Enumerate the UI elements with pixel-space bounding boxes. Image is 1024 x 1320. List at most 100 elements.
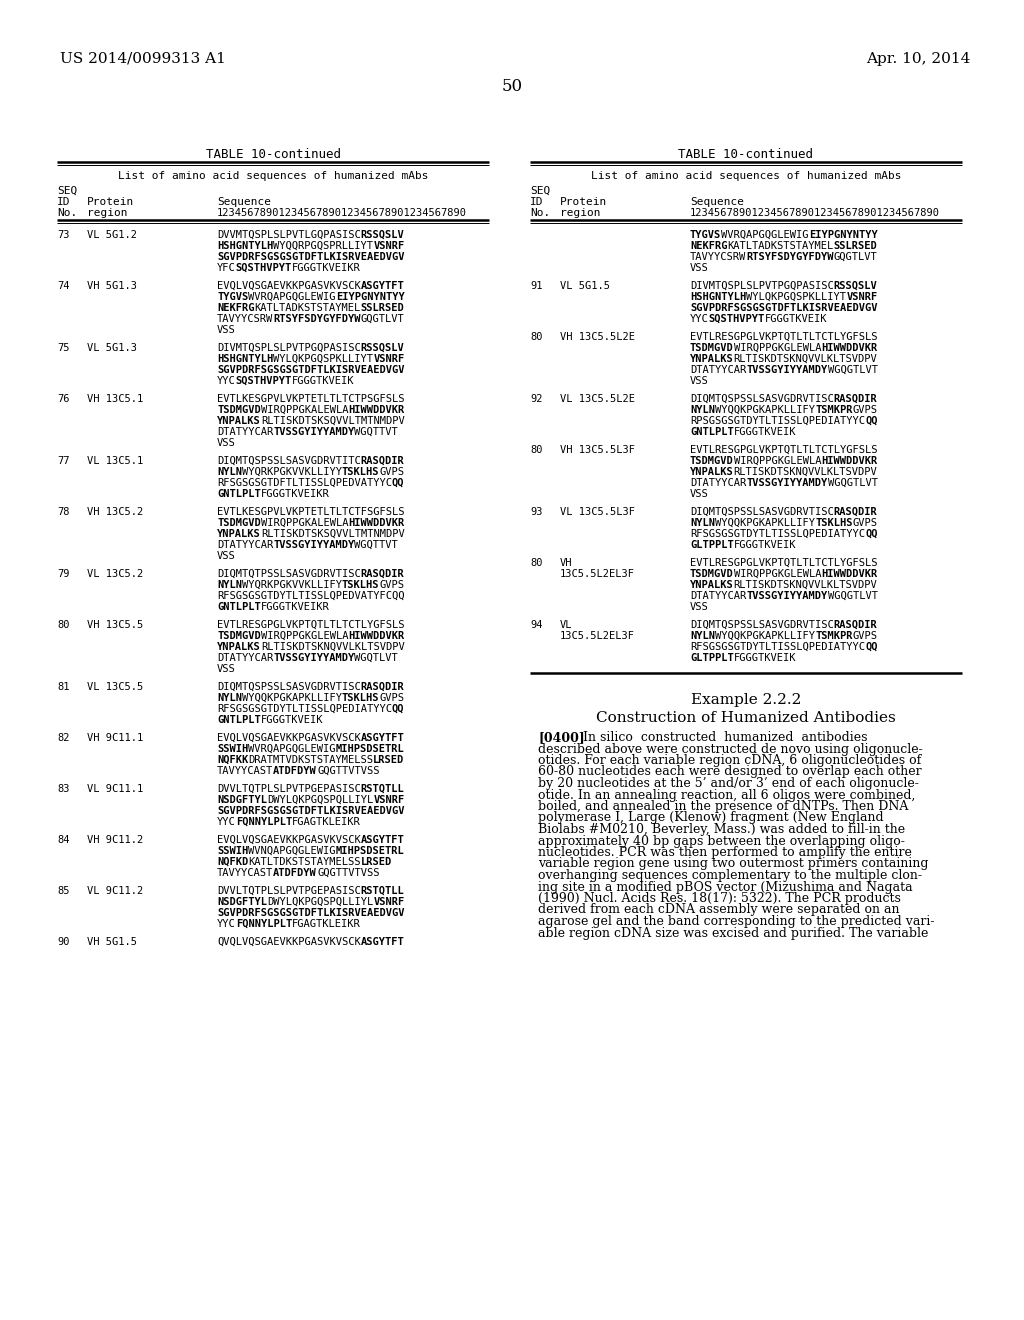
Text: RFSGSGSGTDYTLTISSLQPEDIATYYC: RFSGSGSGTDYTLTISSLQPEDIATYYC <box>690 642 865 652</box>
Text: WVNQAPGQGLEWIG: WVNQAPGQGLEWIG <box>248 846 336 855</box>
Text: TAVYYCSRW: TAVYYCSRW <box>217 314 273 323</box>
Text: NQFKK: NQFKK <box>217 755 248 766</box>
Text: VSS: VSS <box>690 263 709 273</box>
Text: HSHGNTYLH: HSHGNTYLH <box>217 242 273 251</box>
Text: VSNRF: VSNRF <box>374 795 404 805</box>
Text: GVPS: GVPS <box>380 467 404 477</box>
Text: TSKLHS: TSKLHS <box>342 579 380 590</box>
Text: ASGYTFT: ASGYTFT <box>360 937 404 946</box>
Text: TVSSGYIYYAMDY: TVSSGYIYYAMDY <box>746 478 827 488</box>
Text: FGGGTKVEIK: FGGGTKVEIK <box>734 653 797 663</box>
Text: RASQDIR: RASQDIR <box>834 507 878 517</box>
Text: VL 5G1.5: VL 5G1.5 <box>560 281 610 290</box>
Text: RLTISKDTSKNQVVLKLTSVDPV: RLTISKDTSKNQVVLKLTSVDPV <box>734 579 878 590</box>
Text: HIWWDDVKR: HIWWDDVKR <box>821 455 878 466</box>
Text: WGQTTVT: WGQTTVT <box>354 426 398 437</box>
Text: VSS: VSS <box>217 325 236 335</box>
Text: able region cDNA size was excised and purified. The variable: able region cDNA size was excised and pu… <box>538 927 929 940</box>
Text: FGGGTKVEIK: FGGGTKVEIK <box>261 715 324 725</box>
Text: GNTLPLT: GNTLPLT <box>217 715 261 725</box>
Text: ASGYTFT: ASGYTFT <box>360 733 404 743</box>
Text: VL 9C11.2: VL 9C11.2 <box>87 886 143 896</box>
Text: YNPALKS: YNPALKS <box>217 529 261 539</box>
Text: RPSGSGSGTDYTLTISSLQPEDIATYYC: RPSGSGSGTDYTLTISSLQPEDIATYYC <box>690 416 865 426</box>
Text: List of amino acid sequences of humanized mAbs: List of amino acid sequences of humanize… <box>591 172 901 181</box>
Text: agarose gel and the band corresponding to the predicted vari-: agarose gel and the band corresponding t… <box>538 915 935 928</box>
Text: 90: 90 <box>57 937 70 946</box>
Text: VL 13C5.5L2E: VL 13C5.5L2E <box>560 393 635 404</box>
Text: Apr. 10, 2014: Apr. 10, 2014 <box>865 51 970 66</box>
Text: YNPALKS: YNPALKS <box>217 642 261 652</box>
Text: YNPALKS: YNPALKS <box>690 354 734 364</box>
Text: WGQTLVT: WGQTLVT <box>354 653 398 663</box>
Text: polymerase I, Large (Klenow) fragment (New England: polymerase I, Large (Klenow) fragment (N… <box>538 812 884 825</box>
Text: otides. For each variable region cDNA, 6 oligonucleotides of: otides. For each variable region cDNA, 6… <box>538 754 922 767</box>
Text: 60-80 nucleotides each were designed to overlap each other: 60-80 nucleotides each were designed to … <box>538 766 922 779</box>
Text: VSNRF: VSNRF <box>374 242 404 251</box>
Text: WGQGTLVT: WGQGTLVT <box>827 366 878 375</box>
Text: WIRQPPGKALEWLA: WIRQPPGKALEWLA <box>261 405 348 414</box>
Text: TAVYYCAST: TAVYYCAST <box>217 869 273 878</box>
Text: DIQMTQTPSSLSASVGDRVTISC: DIQMTQTPSSLSASVGDRVTISC <box>217 569 360 579</box>
Text: RLTISKDTSKSQVVLTMTNMDPV: RLTISKDTSKSQVVLTMTNMDPV <box>261 529 404 539</box>
Text: GQGTTVTVSS: GQGTTVTVSS <box>317 869 380 878</box>
Text: Protein: Protein <box>560 197 607 207</box>
Text: WGQGTLVT: WGQGTLVT <box>827 591 878 601</box>
Text: YFC: YFC <box>217 263 236 273</box>
Text: 73: 73 <box>57 230 70 240</box>
Text: NQFKD: NQFKD <box>217 857 248 867</box>
Text: 1234567890123456789012345678901234567890: 1234567890123456789012345678901234567890 <box>217 209 467 218</box>
Text: Sequence: Sequence <box>690 197 744 207</box>
Text: TVSSGYIYYAMDY: TVSSGYIYYAMDY <box>273 653 354 663</box>
Text: DVVLTQTPLSLPVTPGEPASISC: DVVLTQTPLSLPVTPGEPASISC <box>217 886 360 896</box>
Text: WYLQKPGQSPKLLIYT: WYLQKPGQSPKLLIYT <box>746 292 846 302</box>
Text: DIQMTQSPSSLSASVGDRVTISC: DIQMTQSPSSLSASVGDRVTISC <box>217 682 360 692</box>
Text: EVQLVQSGAEVKKPGASVKVSCK: EVQLVQSGAEVKKPGASVKVSCK <box>217 281 360 290</box>
Text: RASQDIR: RASQDIR <box>834 393 878 404</box>
Text: DVVLTQTPLSLPVTPGEPASISC: DVVLTQTPLSLPVTPGEPASISC <box>217 784 360 795</box>
Text: TAVYYCSRW: TAVYYCSRW <box>690 252 746 261</box>
Text: TSKLHS: TSKLHS <box>342 693 380 704</box>
Text: RSSQSLV: RSSQSLV <box>360 230 404 240</box>
Text: WVRQAPGQGLEWIG: WVRQAPGQGLEWIG <box>248 292 336 302</box>
Text: RASQDIR: RASQDIR <box>360 569 404 579</box>
Text: VH: VH <box>560 558 572 568</box>
Text: SSWIH: SSWIH <box>217 846 248 855</box>
Text: QQ: QQ <box>865 416 878 426</box>
Text: DRATMTVDKSTSTAYMELSS: DRATMTVDKSTSTAYMELSS <box>248 755 374 766</box>
Text: SSWIH: SSWIH <box>217 744 248 754</box>
Text: RFSGSGSGTDYTLTISSLQPEDIATYYC: RFSGSGSGTDYTLTISSLQPEDIATYYC <box>690 529 865 539</box>
Text: DTATYYCAR: DTATYYCAR <box>217 653 273 663</box>
Text: ID: ID <box>530 197 544 207</box>
Text: RLTISKDTSKNQVVLKLTSVDPV: RLTISKDTSKNQVVLKLTSVDPV <box>734 354 878 364</box>
Text: WYLQKPGQSPKLLIYT: WYLQKPGQSPKLLIYT <box>273 354 374 364</box>
Text: SGVPDRFSGSGSGTDFTLKISRVEAEDVGV: SGVPDRFSGSGSGTDFTLKISRVEAEDVGV <box>690 304 878 313</box>
Text: NYLN: NYLN <box>217 579 242 590</box>
Text: VSNRF: VSNRF <box>374 354 404 364</box>
Text: KATLTADKSTSTAYMEL: KATLTADKSTSTAYMEL <box>727 242 834 251</box>
Text: GVPS: GVPS <box>380 579 404 590</box>
Text: RSSQSLV: RSSQSLV <box>834 281 878 290</box>
Text: KATLTDKSTSTAYMELSS: KATLTDKSTSTAYMELSS <box>248 857 360 867</box>
Text: NYLN: NYLN <box>690 517 715 528</box>
Text: DWYLQKPGQSPQLLIYL: DWYLQKPGQSPQLLIYL <box>267 898 374 907</box>
Text: NSDGFTYL: NSDGFTYL <box>217 898 267 907</box>
Text: 80: 80 <box>530 445 543 455</box>
Text: TSDMGVD: TSDMGVD <box>217 405 261 414</box>
Text: RFSGSGSGTDYTLTISSLQPEDVATYFCQQ: RFSGSGSGTDYTLTISSLQPEDVATYFCQQ <box>217 591 404 601</box>
Text: DIQMTQSPSSLSASVGDRVTISC: DIQMTQSPSSLSASVGDRVTISC <box>690 507 834 517</box>
Text: EVTLRESGPGLVKPTQTLTLTCTLYGFSLS: EVTLRESGPGLVKPTQTLTLTCTLYGFSLS <box>690 333 878 342</box>
Text: Biolabs #M0210, Beverley, Mass.) was added to fill-in the: Biolabs #M0210, Beverley, Mass.) was add… <box>538 822 905 836</box>
Text: WGQGTLVT: WGQGTLVT <box>827 478 878 488</box>
Text: 13C5.5L2EL3F: 13C5.5L2EL3F <box>560 569 635 579</box>
Text: 78: 78 <box>57 507 70 517</box>
Text: RLTISKDTSKSQVVLTMTNMDPV: RLTISKDTSKSQVVLTMTNMDPV <box>261 416 404 426</box>
Text: DTATYYCAR: DTATYYCAR <box>217 426 273 437</box>
Text: derived from each cDNA assembly were separated on an: derived from each cDNA assembly were sep… <box>538 903 899 916</box>
Text: WYQRKPGKVVKLLIYY: WYQRKPGKVVKLLIYY <box>242 467 342 477</box>
Text: SGVPDRFSGSGSGTDFTLKISRVEAEDVGV: SGVPDRFSGSGSGTDFTLKISRVEAEDVGV <box>217 366 404 375</box>
Text: QQ: QQ <box>865 642 878 652</box>
Text: region: region <box>87 209 128 218</box>
Text: DWYLQKPGQSPQLLIYL: DWYLQKPGQSPQLLIYL <box>267 795 374 805</box>
Text: GNTLPLT: GNTLPLT <box>217 602 261 612</box>
